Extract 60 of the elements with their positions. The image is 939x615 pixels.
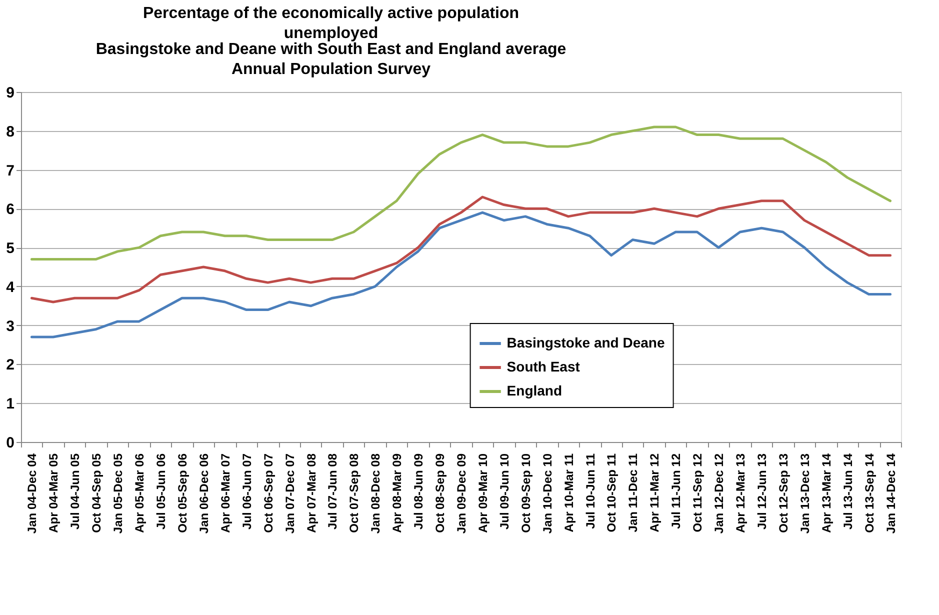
y-tick-label: 1 bbox=[6, 396, 14, 413]
x-tick-label: Apr 11-Mar 12 bbox=[648, 453, 662, 532]
legend-label: Basingstoke and Deane bbox=[506, 334, 665, 350]
x-tick-label: Jan 13-Dec 13 bbox=[798, 453, 812, 534]
y-tick-label: 0 bbox=[6, 434, 14, 452]
x-tick-label: Jul 07-Jun 08 bbox=[326, 453, 340, 530]
x-tick-label: Jul 05-Jun 06 bbox=[154, 453, 168, 530]
x-tick-label: Jul 12-Jun 13 bbox=[754, 453, 769, 530]
y-tick-label: 2 bbox=[6, 356, 14, 374]
x-tick-label: Apr 12-Mar 13 bbox=[734, 453, 748, 533]
x-tick-label: Jan 11-Dec 11 bbox=[626, 453, 640, 532]
x-tick-label: Apr 09-Mar 10 bbox=[476, 453, 490, 533]
x-tick-label: Oct 08-Sep 09 bbox=[433, 453, 448, 533]
x-tick-label: Oct 07-Sep 08 bbox=[347, 453, 362, 533]
x-tick-label: Jan 08-Dec 08 bbox=[368, 453, 383, 534]
y-tick-label: 8 bbox=[6, 123, 14, 140]
y-tick-label: 5 bbox=[6, 240, 14, 258]
legend-label: South East bbox=[506, 358, 580, 374]
x-tick-label: Jan 12-Dec 12 bbox=[712, 453, 726, 534]
x-tick-label: Jul 10-Jun 11 bbox=[583, 453, 598, 529]
y-tick-label: 4 bbox=[6, 278, 16, 296]
x-tick-label: Oct 09-Sep 10 bbox=[518, 453, 533, 533]
x-tick-label: Oct 11-Sep 12 bbox=[690, 453, 705, 532]
y-tick-label: 3 bbox=[6, 318, 14, 335]
x-tick-label: Oct 04-Sep 05 bbox=[90, 453, 104, 533]
x-tick-label: Jan 06-Dec 06 bbox=[196, 453, 211, 534]
x-tick-label: Apr 05-Mar 06 bbox=[132, 453, 147, 533]
y-tick-label: 7 bbox=[6, 162, 14, 180]
x-tick-label: Jan 10-Dec 10 bbox=[540, 453, 554, 534]
x-tick-label: Jan 04-Dec 04 bbox=[25, 453, 40, 534]
x-tick-label: Apr 06-Mar 07 bbox=[218, 453, 232, 533]
x-tick-label: Jan 07-Dec 07 bbox=[282, 453, 297, 534]
x-tick-label: Jul 13-Jun 14 bbox=[840, 453, 855, 530]
x-tick-label: Oct 13-Sep 14 bbox=[862, 453, 876, 533]
x-tick-label: Apr 13-Mar 14 bbox=[819, 453, 834, 533]
line-series bbox=[30, 196, 892, 304]
x-tick-label: Apr 10-Mar 11 bbox=[562, 453, 576, 532]
line-series bbox=[30, 211, 892, 338]
text: Annual Population Survey bbox=[231, 61, 431, 78]
x-tick-label: Oct 06-Sep 07 bbox=[261, 453, 276, 533]
line-series bbox=[30, 126, 892, 260]
x-tick-label: Jul 06-Jun 07 bbox=[240, 453, 254, 530]
x-tick-label: Oct 12-Sep 13 bbox=[776, 453, 790, 533]
x-tick-label: Apr 07-Mar 08 bbox=[304, 453, 318, 533]
chart-title: Percentage of the economically active population unemployed bbox=[142, 5, 520, 42]
x-tick-label: Jul 09-Jun 10 bbox=[497, 453, 512, 530]
x-tick-label: Apr 04-Mar 05 bbox=[46, 453, 61, 533]
y-tick-label: 9 bbox=[6, 84, 14, 102]
x-tick-label: Jul 11-Jun 12 bbox=[669, 453, 684, 529]
x-tick-label: Jan 14-Dec 14 bbox=[884, 453, 898, 534]
x-tick-label: Jan 05-Dec 05 bbox=[111, 453, 126, 534]
x-tick-label: Jul 04-Jun 05 bbox=[68, 453, 82, 530]
y-tick-label: 6 bbox=[6, 201, 14, 218]
x-tick-label: Oct 05-Sep 06 bbox=[175, 453, 190, 533]
chart-subtitle: Basingstoke and Deane with South East and England average bbox=[96, 41, 566, 58]
x-tick-label: Jan 09-Dec 09 bbox=[454, 453, 468, 534]
x-tick-label: Apr 08-Mar 09 bbox=[390, 453, 404, 533]
x-tick-label: Jul 08-Jun 09 bbox=[412, 453, 426, 530]
legend-label: England bbox=[506, 382, 562, 398]
x-tick-label: Oct 10-Sep 11 bbox=[604, 453, 619, 532]
